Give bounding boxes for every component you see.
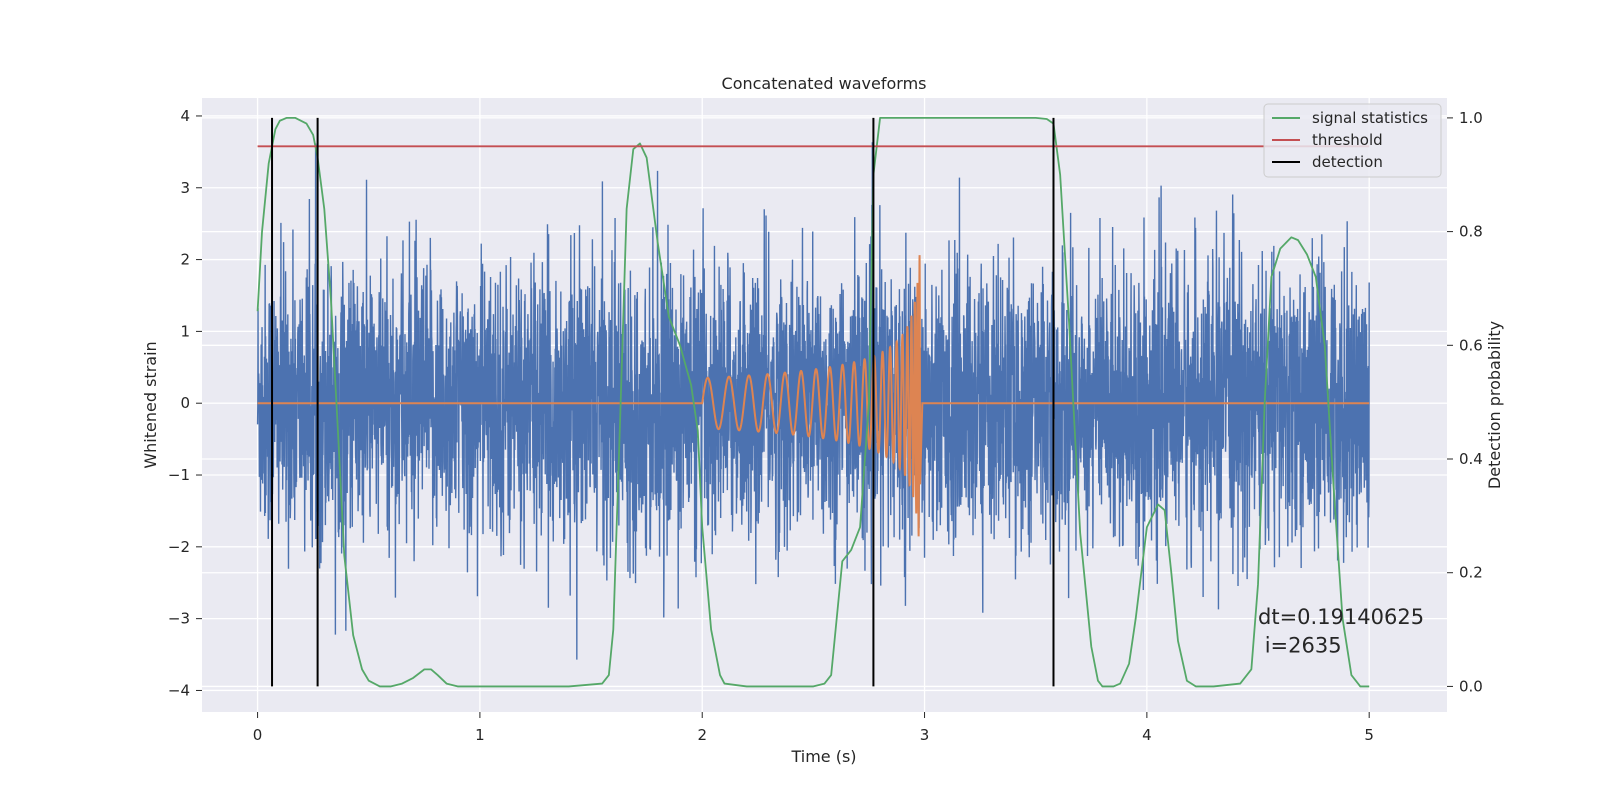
annotations: dt=0.19140625 i=2635 [1258, 605, 1424, 657]
series-chirp-line [257, 255, 1370, 537]
series-layer [256, 117, 1370, 688]
x-axis-ticks: 0 1 2 3 4 5 [253, 712, 1374, 744]
x-tick-label: 1 [475, 726, 485, 744]
y2-tick-label: 0.4 [1459, 450, 1483, 468]
y-tick-label: 3 [180, 179, 190, 197]
y-tick-label: 0 [180, 394, 190, 412]
x-tick-label: 5 [1364, 726, 1374, 744]
x-axis-label: Time (s) [790, 747, 856, 766]
legend: signal statistics threshold detection [1263, 103, 1442, 178]
y2-tick-label: 0.0 [1459, 677, 1483, 695]
y-axis-ticks: −4 −3 −2 −1 0 1 2 3 4 [168, 107, 202, 699]
y2-axis-ticks: 0.0 0.2 0.4 0.6 0.8 1.0 [1447, 109, 1483, 695]
x-tick-label: 3 [920, 726, 930, 744]
series-signal-statistics-line [256, 117, 1370, 688]
y-tick-label: −3 [168, 610, 190, 628]
legend-box [1263, 103, 1442, 178]
x-tick-label: 4 [1142, 726, 1152, 744]
y-tick-label: 4 [180, 107, 190, 125]
chart-title: Concatenated waveforms [722, 74, 927, 93]
annotation-text: i=2635 [1265, 633, 1342, 657]
annotation-text: dt=0.19140625 [1258, 605, 1424, 629]
y-axis-label: Whitened strain [141, 341, 160, 468]
y-tick-label: −1 [168, 466, 190, 484]
legend-label: detection [1312, 153, 1383, 171]
series-noise-line [256, 142, 1370, 660]
legend-label: signal statistics [1312, 109, 1428, 127]
y-tick-label: 1 [180, 322, 190, 340]
y2-tick-label: 0.2 [1459, 564, 1483, 582]
y2-axis-label: Detection probability [1485, 321, 1504, 489]
y2-tick-label: 0.8 [1459, 223, 1483, 241]
y-tick-label: −4 [168, 681, 190, 699]
y2-tick-label: 0.6 [1459, 336, 1483, 354]
x-tick-label: 2 [697, 726, 707, 744]
y-tick-label: −2 [168, 538, 190, 556]
legend-label: threshold [1312, 131, 1383, 149]
x-tick-label: 0 [253, 726, 263, 744]
y2-tick-label: 1.0 [1459, 109, 1483, 127]
y-tick-label: 2 [180, 251, 190, 269]
